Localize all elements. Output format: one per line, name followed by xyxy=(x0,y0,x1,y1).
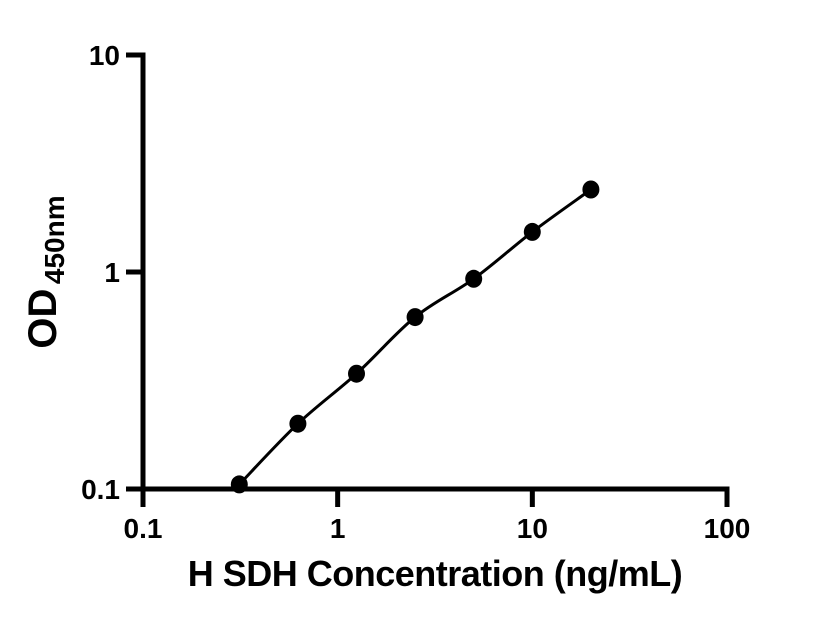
x-tick-label: 0.1 xyxy=(124,513,163,544)
data-point-marker xyxy=(289,414,307,433)
y-axis-line xyxy=(126,52,146,489)
data-point-marker xyxy=(523,222,541,241)
axes-group xyxy=(126,52,730,507)
y-axis-title-subscript: 450nm xyxy=(39,195,70,284)
y-tick-label: 0.1 xyxy=(81,474,120,505)
x-axis-line xyxy=(143,486,730,507)
data-point-marker xyxy=(348,364,365,383)
data-point-marker xyxy=(465,269,483,288)
y-axis-title-main: OD xyxy=(21,289,65,349)
x-axis-title: H SDH Concentration (ng/mL) xyxy=(188,553,682,594)
x-axis-tick-labels: 0.1 1 10 100 xyxy=(124,513,751,544)
y-axis-title: OD 450nm xyxy=(21,195,70,348)
y-tick-label: 10 xyxy=(89,40,120,71)
x-tick-label: 10 xyxy=(517,513,548,544)
data-point-marker xyxy=(406,308,424,327)
data-points-group xyxy=(230,180,600,494)
y-tick-label: 1 xyxy=(104,257,120,288)
x-tick-label: 1 xyxy=(330,513,346,544)
y-axis-tick-labels: 10 1 0.1 xyxy=(81,40,120,505)
x-tick-label: 100 xyxy=(704,513,751,544)
data-point-marker xyxy=(582,180,600,199)
data-point-marker xyxy=(230,475,248,494)
